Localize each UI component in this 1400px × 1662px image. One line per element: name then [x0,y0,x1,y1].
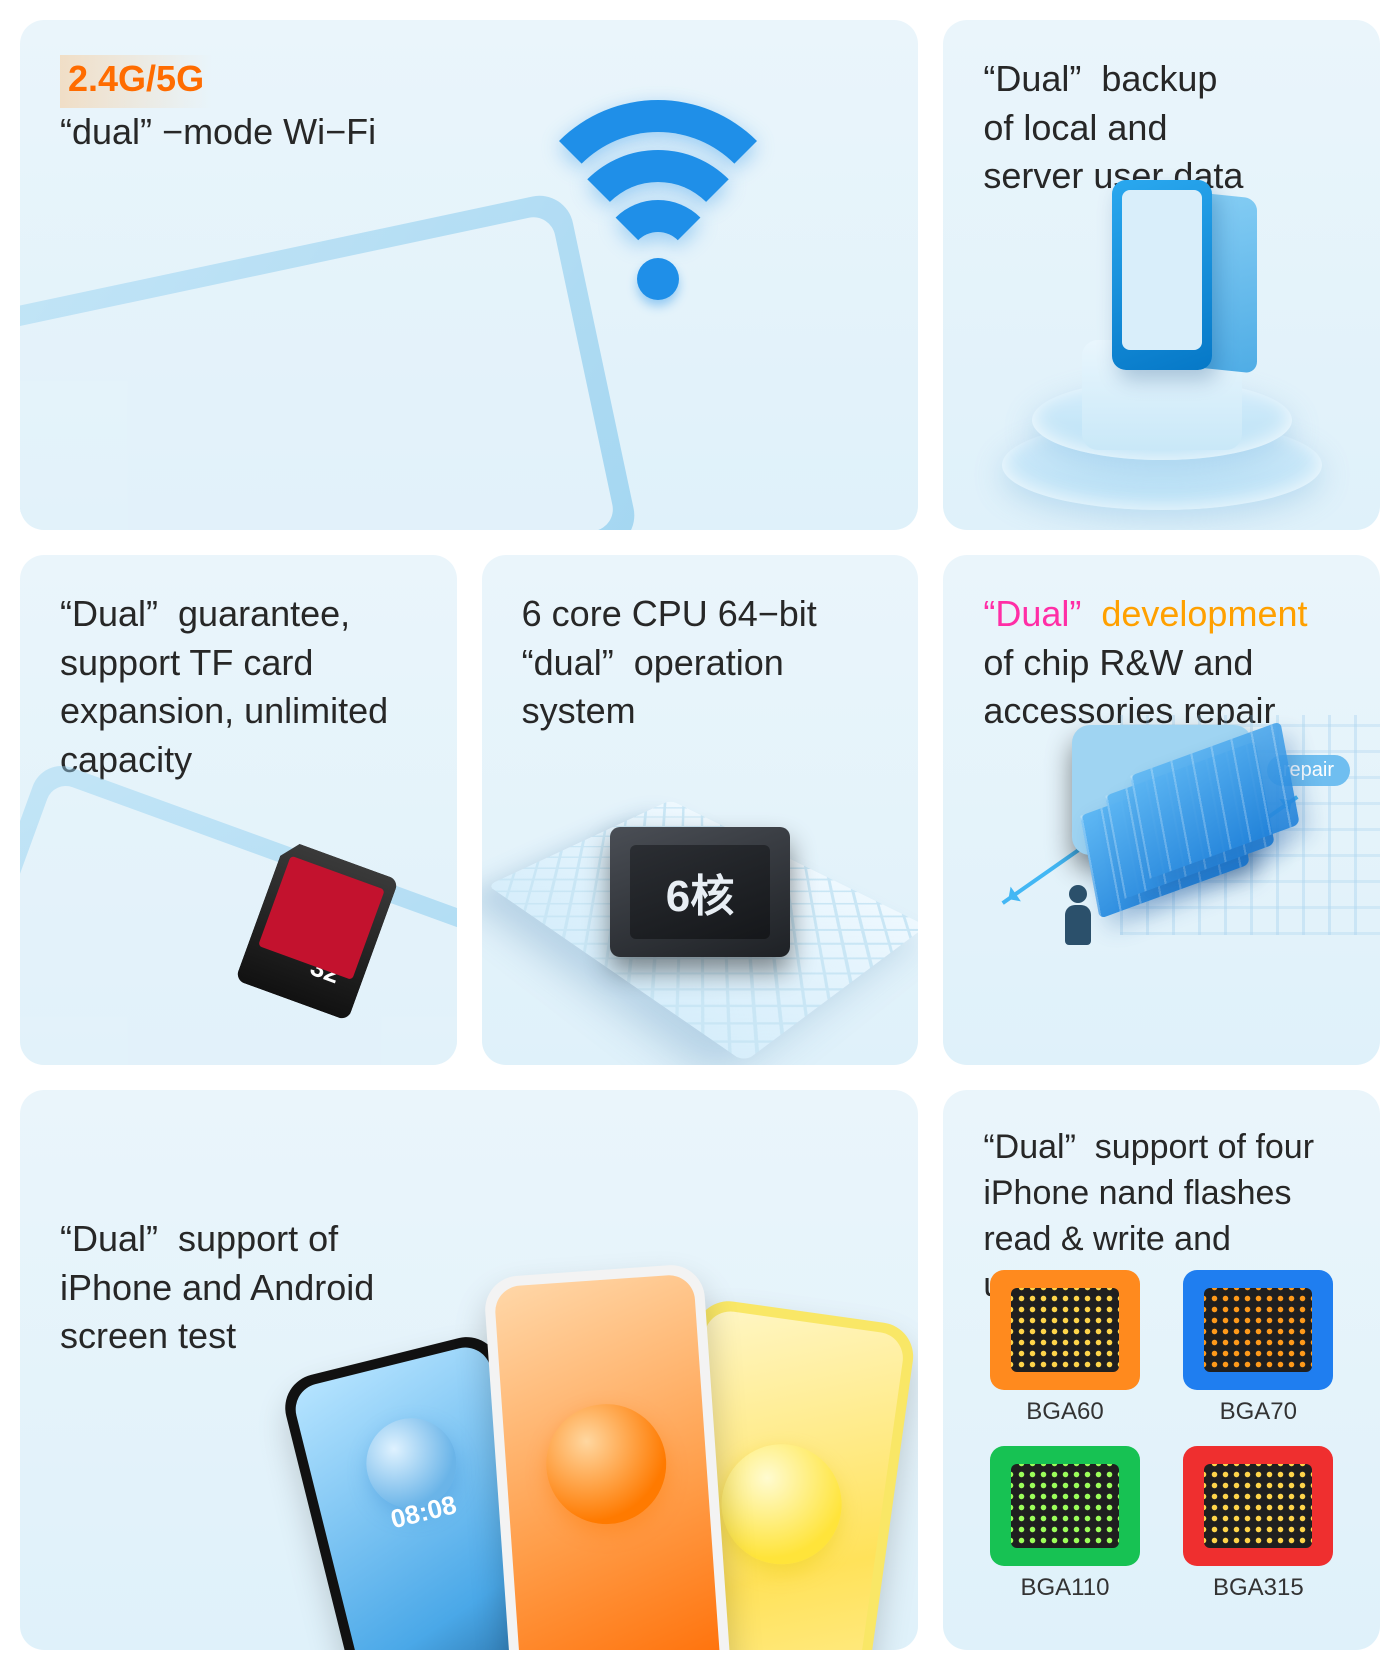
cpu-line1: 6 core CPU 64−bit [522,593,817,634]
nand-item: BGA60 [990,1270,1140,1426]
nand-line1: “Dual” support of four [983,1128,1314,1166]
nand-label: BGA110 [1021,1574,1110,1602]
nand-line2: iPhone nand flashes [983,1174,1291,1212]
wifi-icon [538,100,778,320]
card-backup-title: “Dual” backup of local and server user d… [983,55,1340,201]
card-cpu-title: 6 core CPU 64−bit “dual” operation syste… [522,590,879,736]
nand-chip-icon [990,1270,1140,1390]
tf-line2: support TF card [60,642,313,683]
phones-illustration: 08:08 [328,1230,888,1650]
pedestal-illustration [1002,190,1322,510]
nand-label: BGA315 [1213,1574,1304,1602]
nand-chip-icon [1183,1446,1333,1566]
person-icon [1060,885,1096,965]
nand-item: BGA70 [1183,1270,1333,1426]
nand-label: BGA70 [1220,1398,1297,1426]
cpu-chip-label: 6核 [630,845,770,939]
cpu-line2: “dual” operation [522,642,784,683]
wifi-subtitle: “dual” −mode Wi−Fi [60,111,376,152]
nand-chip-icon [990,1446,1140,1566]
card-phones: “Dual” support of iPhone and Android scr… [20,1090,918,1650]
phones-line3: screen test [60,1315,236,1356]
phones-line1: “Dual” support of [60,1218,338,1259]
phone-iphone-white-icon [483,1263,733,1650]
tf-line3: expansion, unlimited [60,690,388,731]
nand-item: BGA110 [990,1446,1140,1602]
phones-line2: iPhone and Android [60,1267,374,1308]
tf-line1: “Dual” guarantee, [60,593,350,634]
chipdev-line2: of chip R&W and [983,642,1253,683]
card-cpu: 6 core CPU 64−bit “dual” operation syste… [482,555,919,1065]
card-backup: “Dual” backup of local and server user d… [943,20,1380,530]
card-tfcard-title: “Dual” guarantee, support TF card expans… [60,590,417,784]
card-tfcard: “Dual” guarantee, support TF card expans… [20,555,457,1065]
nand-grid: BGA60 BGA70 BGA110 BGA315 [983,1270,1340,1602]
nand-label: BGA60 [1026,1398,1103,1426]
chipdev-hl2: development [1081,593,1307,634]
backup-line2: of local and [983,107,1167,148]
tfcard-capacity: 32 [306,951,344,990]
nand-item: BGA315 [1183,1446,1333,1602]
card-chipdev: “Dual” development of chip R&W and acces… [943,555,1380,1065]
chipdev-hl1: “Dual” [983,593,1081,634]
device-illustration-rot [20,757,457,1065]
cpu-chip-icon: 6核 [610,827,790,957]
wifi-highlight: 2.4G/5G [60,55,212,108]
cpu-line3: system [522,690,636,731]
card-nand: “Dual” support of four iPhone nand flash… [943,1090,1380,1650]
backup-line1: “Dual” backup [983,58,1217,99]
mini-device-icon [1112,180,1212,370]
nand-chip-icon [1183,1270,1333,1390]
cpu-illustration: 6核 [482,745,919,1065]
card-wifi: 2.4G/5G “dual” −mode Wi−Fi [20,20,918,530]
card-chipdev-title: “Dual” development of chip R&W and acces… [983,590,1340,736]
server-stack-icon [1090,785,1290,975]
